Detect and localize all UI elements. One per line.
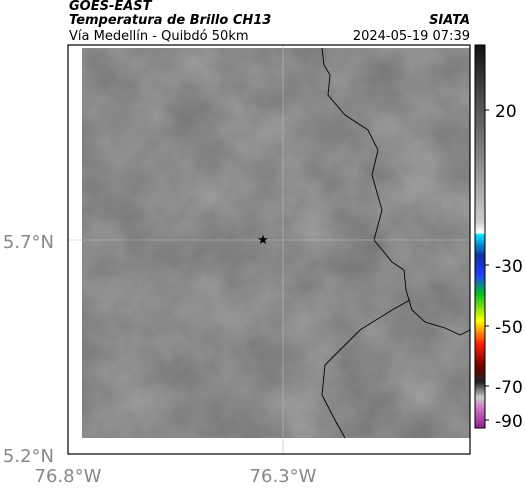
colorbar-label: -90 <box>495 412 523 432</box>
lat-label: 5.2°N <box>3 446 54 467</box>
colorbar-label: -50 <box>495 318 523 338</box>
lon-label: 76.8°W <box>35 466 102 487</box>
lat-label: 5.7°N <box>3 232 54 253</box>
colorbar <box>474 44 486 429</box>
colorbar-label: -70 <box>495 378 523 398</box>
cloud-texture <box>82 48 470 438</box>
source: SIATA <box>429 13 470 28</box>
colorbar-ticks: 20 -30 -50 -70 -90 <box>485 102 523 432</box>
product: Temperatura de Brillo CH13 <box>69 13 271 28</box>
lon-label: 76.3°W <box>250 466 317 487</box>
satellite: GOES-EAST <box>69 0 153 14</box>
map-frame <box>67 44 471 455</box>
borders <box>321 47 471 439</box>
area: Vía Medellín - Quibdó 50km <box>69 29 249 44</box>
colorbar-label: -30 <box>495 257 523 277</box>
colorbar-label: 20 <box>495 102 517 122</box>
colorbar-tick-marks <box>485 109 489 421</box>
location-marker: ★ <box>257 233 269 248</box>
timestamp: 2024-05-19 07:39 <box>353 29 470 44</box>
